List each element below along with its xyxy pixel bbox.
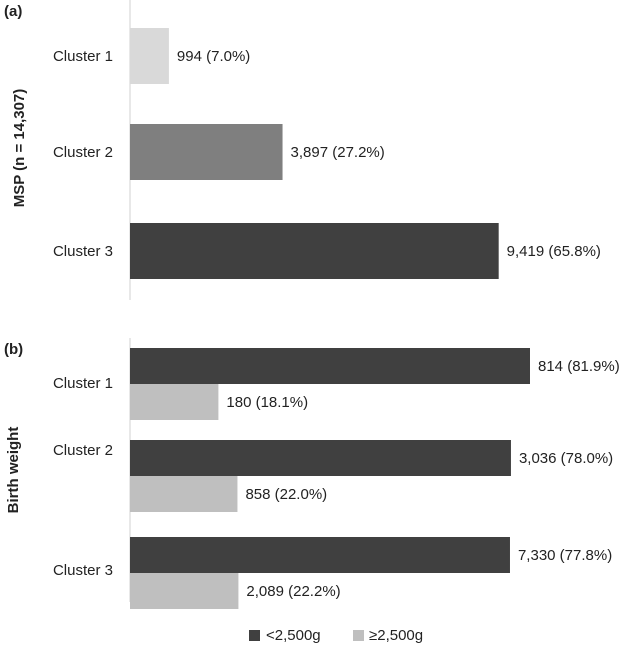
panel-b-bar-under-2500 bbox=[130, 348, 530, 384]
legend-swatch-under-2500 bbox=[249, 630, 260, 641]
panel-a-category-label: Cluster 2 bbox=[53, 144, 113, 161]
panel-a: (a) MSP (n = 14,307) Cluster 1 994 (7.0%)… bbox=[4, 0, 601, 300]
legend-label-over-2500: ≥2,500g bbox=[369, 627, 423, 644]
panel-a-category-label: Cluster 3 bbox=[53, 243, 113, 260]
panel-b-bar-under-2500 bbox=[130, 537, 510, 573]
panel-a-value-label: 3,897 (27.2%) bbox=[291, 144, 385, 161]
panel-b-value-label: 180 (18.1%) bbox=[226, 394, 308, 411]
panel-b-value-label: 858 (22.0%) bbox=[245, 486, 327, 503]
panel-b-bar-over-2500 bbox=[130, 384, 219, 420]
panel-b-bar-over-2500 bbox=[130, 476, 238, 512]
panel-b-label: (b) bbox=[4, 341, 23, 358]
legend-swatch-over-2500 bbox=[353, 630, 364, 641]
panel-b-value-label: 814 (81.9%) bbox=[538, 358, 620, 375]
panel-a-category-label: Cluster 1 bbox=[53, 48, 113, 65]
panel-b-marks: Cluster 1 814 (81.9%) 180 (18.1%) Cluster 2… bbox=[53, 348, 620, 609]
panel-b-category-label: Cluster 2 bbox=[53, 442, 113, 459]
legend-label-under-2500: <2,500g bbox=[266, 627, 321, 644]
panel-b-category-label: Cluster 3 bbox=[53, 562, 113, 579]
panel-b-value-label: 2,089 (22.2%) bbox=[246, 583, 340, 600]
legend: <2,500g ≥2,500g bbox=[249, 627, 423, 644]
panel-b-value-label: 7,330 (77.8%) bbox=[518, 547, 612, 564]
panel-b-ylabel: Birth weight bbox=[5, 427, 22, 514]
panel-b-value-label: 3,036 (78.0%) bbox=[519, 450, 613, 467]
panel-a-bar bbox=[130, 124, 283, 180]
panel-a-bar bbox=[130, 28, 169, 84]
panel-b: (b) Birth weight Cluster 1 814 (81.9%) 180… bbox=[4, 338, 620, 609]
panel-a-bar bbox=[130, 223, 499, 279]
panel-a-label: (a) bbox=[4, 3, 22, 20]
panel-b-bar-over-2500 bbox=[130, 573, 239, 609]
panel-b-bar-under-2500 bbox=[130, 440, 511, 476]
panel-a-marks: Cluster 1 994 (7.0%) Cluster 2 3,897 (27.2%… bbox=[53, 28, 601, 279]
panel-a-value-label: 994 (7.0%) bbox=[177, 48, 250, 65]
panel-a-ylabel: MSP (n = 14,307) bbox=[11, 89, 28, 208]
panel-b-category-label: Cluster 1 bbox=[53, 375, 113, 392]
panel-a-value-label: 9,419 (65.8%) bbox=[507, 243, 601, 260]
